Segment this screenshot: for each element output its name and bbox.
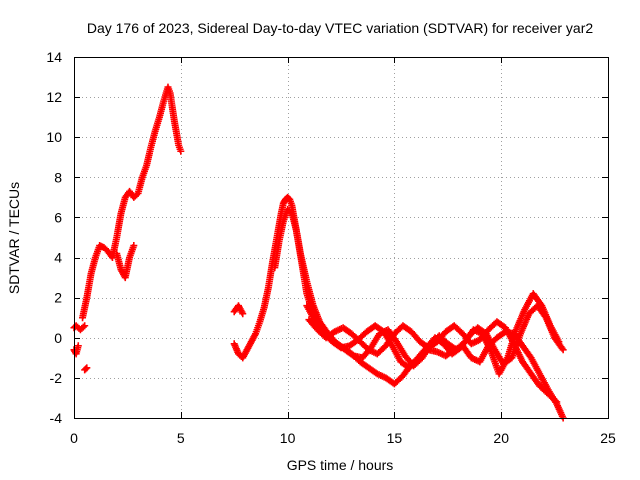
y-tick-label: 14 [46, 49, 62, 65]
x-tick-label: 20 [493, 430, 509, 446]
data-point [82, 365, 90, 373]
data-points [70, 83, 567, 422]
x-tick-label: 0 [70, 430, 78, 446]
data-point [74, 342, 82, 350]
data-point [83, 364, 91, 372]
data-point [239, 310, 247, 318]
data-point [558, 344, 566, 352]
x-axis-label: GPS time / hours [287, 457, 394, 473]
plot-frame [74, 57, 609, 419]
data-point [551, 397, 559, 405]
grid [74, 57, 608, 418]
chart-title: Day 176 of 2023, Sidereal Day-to-day VTE… [87, 20, 593, 36]
y-tick-label: 10 [46, 129, 62, 145]
axis-ticks: 0 5 10 15 20 25 -4 -2 0 2 4 6 8 10 12 14 [46, 49, 616, 446]
series-seg-b [81, 364, 91, 374]
data-point [130, 242, 138, 250]
data-point [559, 346, 567, 354]
x-tick-label: 25 [600, 430, 616, 446]
data-point [79, 323, 87, 331]
x-tick-label: 5 [177, 430, 185, 446]
series-seg-j [305, 316, 561, 406]
data-point [81, 322, 89, 330]
series-seg-c [70, 322, 89, 334]
y-tick-label: 0 [54, 330, 62, 346]
series-seg-e [113, 242, 138, 282]
series-seg-d [79, 83, 185, 322]
y-tick-label: 8 [54, 169, 62, 185]
y-axis-label: SDTVAR / TECUs [6, 182, 22, 294]
x-tick-label: 15 [387, 430, 403, 446]
series-seg-a [70, 342, 82, 358]
y-tick-label: 12 [46, 89, 62, 105]
series-seg-i [303, 302, 567, 372]
y-tick-label: -2 [50, 370, 63, 386]
y-tick-label: -4 [50, 410, 63, 426]
series-seg-f [230, 302, 247, 318]
y-tick-label: 2 [54, 290, 62, 306]
x-tick-label: 10 [280, 430, 296, 446]
y-tick-label: 4 [54, 250, 62, 266]
data-point [553, 398, 561, 406]
data-point [177, 147, 185, 155]
y-tick-label: 6 [54, 209, 62, 225]
